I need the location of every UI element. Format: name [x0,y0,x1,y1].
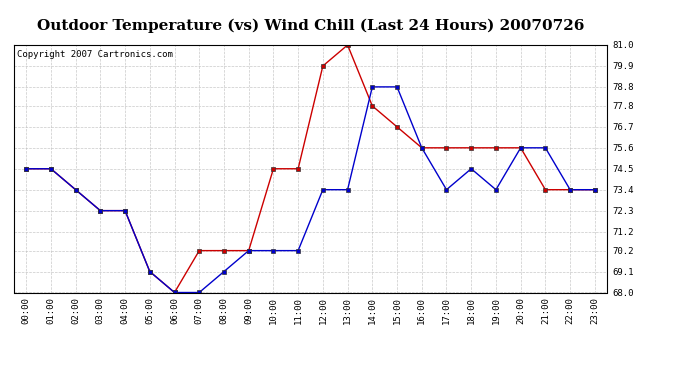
Text: Copyright 2007 Cartronics.com: Copyright 2007 Cartronics.com [17,50,172,59]
Text: Outdoor Temperature (vs) Wind Chill (Last 24 Hours) 20070726: Outdoor Temperature (vs) Wind Chill (Las… [37,19,584,33]
